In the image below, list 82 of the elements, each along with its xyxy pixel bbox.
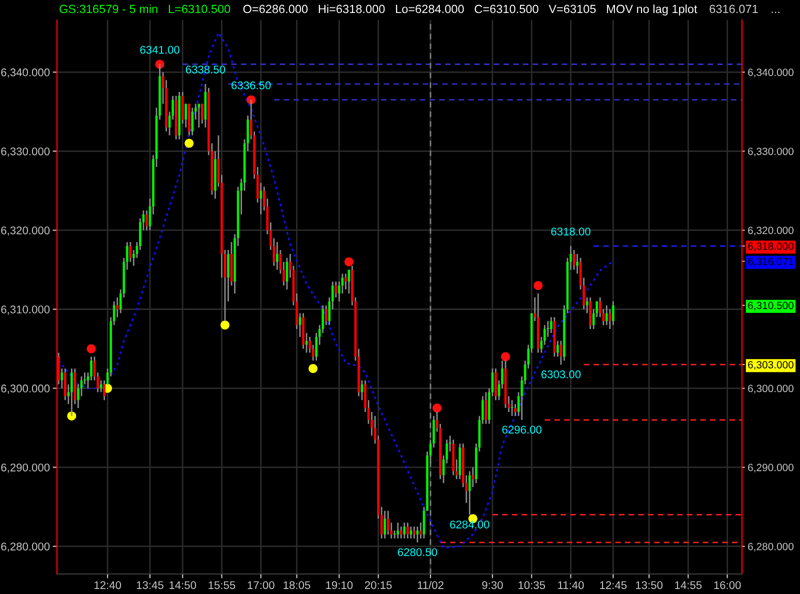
ref-line-label: 6336.50	[232, 81, 271, 90]
candlestick	[181, 91, 184, 124]
ref-line-label: 6338.50	[186, 66, 226, 74]
y2-tick-label: 6,280.000	[748, 542, 794, 552]
point	[220, 320, 230, 330]
candlestick	[589, 296, 592, 330]
x-tick-label: 16:00	[714, 581, 741, 590]
x-tick-label: 19:10	[326, 581, 353, 590]
x-tick-label: 11:40	[558, 581, 584, 590]
x-tick-label: 9:30	[482, 581, 503, 590]
candlestick	[406, 522, 409, 540]
ref-line-label: 6318.00	[551, 228, 590, 236]
y2-tick-label: 6,340.000	[748, 68, 794, 78]
line-series	[58, 32, 614, 549]
point	[534, 281, 543, 290]
y2-tick-label: 6,330.000	[748, 148, 794, 156]
ref-line-label: 6284.00	[450, 520, 490, 528]
y2-tick-label: 6,303.000	[748, 361, 794, 370]
ref-line-label: 6303.00	[541, 370, 581, 378]
y-tick-label: 6,280.000	[1, 542, 50, 552]
candlestick	[70, 368, 73, 417]
y-tick-label: 6,310.000	[1, 306, 50, 315]
candlestick	[227, 249, 230, 302]
candlestick	[410, 526, 412, 540]
point	[86, 344, 96, 354]
candlestick	[608, 308, 612, 330]
candlestick	[103, 380, 106, 401]
y-tick-label: 6,300.000	[1, 384, 50, 394]
x-tick-label: 14:55	[675, 581, 702, 590]
y2-tick-label: 6,318.000	[748, 242, 794, 252]
y-tick-label: 6,340.000	[1, 68, 50, 78]
x-tick-label: 12:40	[94, 581, 122, 590]
candlestick	[146, 210, 148, 231]
candlestick	[400, 526, 402, 540]
candlestick	[276, 241, 278, 270]
x-tick-label: 20:15	[364, 581, 392, 590]
candlestick	[198, 103, 200, 128]
x-tick-label: 13:50	[636, 581, 663, 590]
candlestick	[403, 522, 406, 540]
candlestick	[420, 522, 422, 540]
x-tick-label: 12:45	[600, 581, 627, 590]
x-tick-label: 11/02	[418, 580, 444, 590]
x-tick-label: 17:00	[248, 581, 274, 590]
candlestick	[413, 526, 416, 540]
ref-line-label: 6341.00	[140, 46, 180, 54]
y2-tick-label: 6,300.000	[748, 384, 794, 394]
ref-line-label: 6280.50	[398, 548, 438, 556]
text: ...	[772, 12, 780, 14]
chart-title: GS:316579 - 5 min L=6310.500	[60, 4, 230, 14]
candlestick	[605, 304, 608, 326]
x-tick-label: 10:35	[518, 581, 546, 590]
y-tick-label: 6,320.000	[1, 226, 50, 236]
chart-subtitle: O=6286.000 Hi=6318.000 Lo=6284.000 C=6310.500 V=63105 MOV no lag 1plot	[243, 4, 698, 16]
point	[184, 138, 194, 148]
candlestick	[612, 300, 614, 326]
candlestick	[514, 403, 516, 417]
ref-line-label: 6296.00	[502, 426, 542, 434]
candlestick	[191, 107, 194, 136]
y2-tick-label: 6,316.071	[748, 258, 794, 266]
x-tick-label: 14:50	[170, 581, 196, 590]
candlestick	[556, 340, 559, 358]
candlestick	[386, 510, 390, 536]
candlestick	[576, 253, 578, 274]
candlestick	[494, 368, 497, 401]
y2-tick-label: 6,290.000	[748, 464, 794, 472]
y-tick-label: 6,330.000	[1, 147, 50, 157]
candlestick	[396, 522, 400, 540]
candlestick	[384, 510, 386, 540]
point	[344, 257, 354, 266]
text: 6316.071	[710, 4, 758, 14]
point	[308, 364, 318, 374]
candlestick	[468, 470, 471, 516]
candlestick	[344, 272, 347, 290]
point	[501, 352, 510, 362]
y2-tick-label: 6,320.000	[748, 226, 794, 236]
y2-tick-label: 6,310.500	[748, 302, 794, 310]
x-tick-label: 18:05	[284, 581, 310, 590]
candlestick	[64, 368, 66, 401]
x-tick-label: 13:45	[136, 581, 164, 590]
point	[432, 404, 442, 413]
y-tick-label: 6,290.000	[1, 464, 50, 473]
x-tick-label: 15:55	[208, 581, 236, 590]
